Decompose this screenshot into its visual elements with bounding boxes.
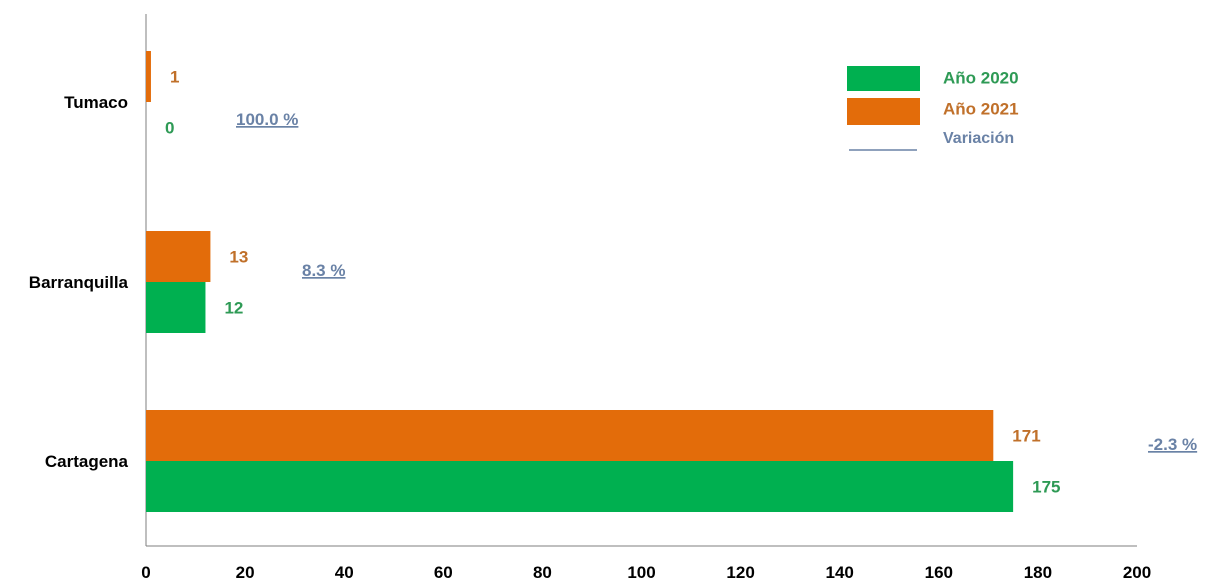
bar-2020 bbox=[146, 461, 1014, 512]
x-tick-label: 20 bbox=[236, 563, 255, 581]
data-label-2021: 171 bbox=[1012, 427, 1040, 446]
legend-swatch-2020 bbox=[847, 66, 920, 91]
legend-label-2021: Año 2021 bbox=[943, 99, 1019, 118]
category-label: Cartagena bbox=[45, 452, 129, 471]
x-tick-label: 160 bbox=[925, 563, 953, 581]
variation-label: -2.3 % bbox=[1148, 435, 1197, 454]
bar-2021 bbox=[146, 231, 211, 282]
x-tick-label: 100 bbox=[627, 563, 655, 581]
chart-legend: Año 2020 Año 2021 Variación bbox=[847, 66, 1019, 151]
data-label-2020: 175 bbox=[1032, 478, 1060, 497]
legend-label-variation: Variación bbox=[943, 130, 1014, 147]
x-tick-label: 120 bbox=[726, 563, 754, 581]
variation-label: 8.3 % bbox=[302, 261, 345, 280]
chart-bars bbox=[146, 51, 1014, 512]
bar-2021 bbox=[146, 51, 151, 102]
category-label: Barranquilla bbox=[29, 273, 129, 292]
bar-2021 bbox=[146, 410, 994, 461]
data-label-2020: 12 bbox=[224, 299, 243, 318]
variation-label: 100.0 % bbox=[236, 110, 298, 129]
category-label: Tumaco bbox=[64, 93, 128, 112]
bar-2020 bbox=[146, 282, 206, 333]
legend-label-2020: Año 2020 bbox=[943, 68, 1019, 87]
x-tick-label: 40 bbox=[335, 563, 354, 581]
x-tick-label: 200 bbox=[1123, 563, 1151, 581]
data-label-2021: 13 bbox=[229, 248, 248, 267]
chart-labels: 1 0 13 12 171 175 100.0 % 8.3 % -2.3 % bbox=[165, 68, 1197, 497]
chart-axes: 0 20 40 60 80 100 120 140 160 180 200TumacoBarranq… bbox=[29, 14, 1151, 581]
x-tick-label: 140 bbox=[826, 563, 854, 581]
x-tick-label: 180 bbox=[1024, 563, 1052, 581]
legend-swatch-2021 bbox=[847, 98, 920, 125]
x-tick-label: 80 bbox=[533, 563, 552, 581]
data-label-2020: 0 bbox=[165, 119, 174, 138]
x-tick-label: 60 bbox=[434, 563, 453, 581]
data-label-2021: 1 bbox=[170, 68, 179, 87]
x-tick-label: 0 bbox=[141, 563, 150, 581]
